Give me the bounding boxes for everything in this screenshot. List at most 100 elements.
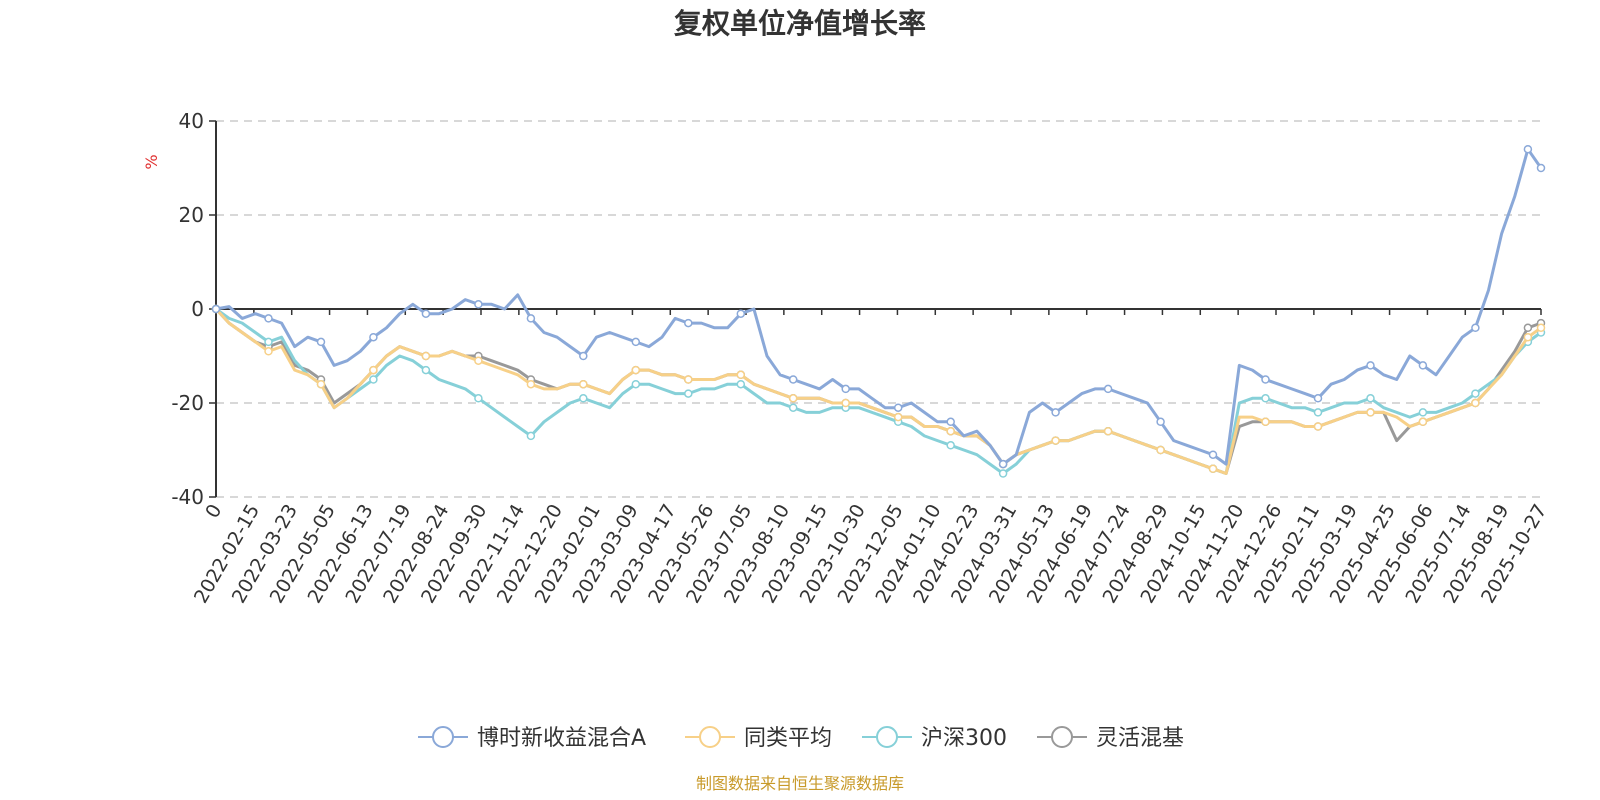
data-point bbox=[631, 337, 641, 347]
data-point bbox=[946, 417, 955, 427]
data-point bbox=[1313, 408, 1323, 417]
data-point bbox=[1366, 408, 1375, 417]
legend-label: 灵活混基 bbox=[1096, 726, 1184, 751]
legend-marker-circle bbox=[876, 726, 898, 748]
y-axis-unit: % bbox=[142, 154, 161, 169]
data-point bbox=[998, 459, 1008, 469]
data-point bbox=[788, 394, 798, 403]
data-point bbox=[1366, 361, 1375, 370]
data-point bbox=[474, 356, 483, 365]
data-point bbox=[1051, 408, 1060, 417]
axes: 40200-20-4002022-02-152022-03-232022-05-… bbox=[171, 109, 1551, 607]
data-point bbox=[1523, 332, 1533, 342]
y-tick-label: -40 bbox=[171, 485, 204, 509]
data-point bbox=[893, 412, 903, 422]
y-tick-label: 40 bbox=[179, 109, 204, 133]
data-point bbox=[1418, 361, 1428, 370]
data-point bbox=[526, 379, 536, 389]
data-point bbox=[1523, 323, 1533, 333]
data-point bbox=[998, 469, 1008, 478]
legend-label: 同类平均 bbox=[744, 726, 832, 751]
data-point bbox=[579, 351, 588, 361]
data-point bbox=[1313, 422, 1323, 431]
data-point bbox=[1103, 426, 1113, 436]
legend-item[interactable]: 同类平均 bbox=[685, 726, 832, 751]
data-point bbox=[1536, 163, 1546, 173]
data-point bbox=[1208, 464, 1218, 474]
data-point bbox=[1523, 144, 1533, 154]
data-point bbox=[1156, 445, 1165, 455]
legend-label: 沪深300 bbox=[921, 726, 1007, 751]
series-line bbox=[214, 307, 1542, 475]
legend-marker-circle bbox=[1051, 726, 1073, 748]
data-point bbox=[684, 375, 693, 384]
series-line bbox=[215, 307, 1542, 475]
series-2 bbox=[211, 304, 1546, 478]
data-point bbox=[736, 379, 746, 389]
series-0 bbox=[211, 144, 1546, 469]
y-tick-label: -20 bbox=[171, 391, 204, 415]
legend-marker-circle bbox=[432, 726, 454, 748]
data-point bbox=[369, 375, 378, 384]
data-point bbox=[421, 351, 431, 361]
data-point bbox=[1103, 384, 1113, 394]
data-point bbox=[736, 370, 746, 380]
data-point bbox=[1418, 417, 1428, 427]
data-point bbox=[1366, 394, 1375, 403]
data-point bbox=[1261, 417, 1270, 427]
data-point bbox=[579, 379, 588, 389]
data-point bbox=[474, 394, 483, 403]
data-point bbox=[893, 403, 903, 412]
data-point bbox=[369, 332, 378, 342]
data-point bbox=[316, 337, 326, 347]
x-tick-label: 0 bbox=[201, 501, 226, 522]
data-point bbox=[316, 379, 326, 389]
data-point bbox=[684, 318, 693, 328]
data-point bbox=[1051, 436, 1060, 445]
data-point bbox=[474, 300, 483, 309]
data-point bbox=[631, 379, 641, 389]
data-point bbox=[1471, 398, 1480, 408]
data-point bbox=[631, 365, 641, 375]
series-3 bbox=[211, 304, 1546, 475]
data-point bbox=[526, 431, 536, 441]
legend: 博时新收益混合A 同类平均 沪深300 灵活混基 bbox=[418, 726, 1184, 751]
data-point bbox=[1261, 375, 1270, 384]
data-point bbox=[1313, 394, 1323, 403]
data-point bbox=[211, 304, 221, 314]
data-point bbox=[1471, 389, 1480, 398]
data-point bbox=[421, 309, 431, 318]
data-point bbox=[264, 347, 273, 356]
data-point bbox=[946, 426, 955, 436]
legend-item[interactable]: 沪深300 bbox=[862, 726, 1007, 751]
data-point bbox=[526, 314, 536, 323]
data-point bbox=[1208, 450, 1218, 459]
series-lines bbox=[211, 144, 1546, 478]
data-point bbox=[1156, 417, 1165, 427]
source-note: 制图数据来自恒生聚源数据库 bbox=[696, 774, 904, 793]
data-point bbox=[579, 394, 588, 403]
legend-marker-circle bbox=[699, 726, 721, 748]
legend-item[interactable]: 灵活混基 bbox=[1037, 726, 1184, 751]
series-line bbox=[214, 307, 1542, 475]
data-point bbox=[1261, 394, 1270, 403]
data-point bbox=[788, 403, 798, 412]
data-point bbox=[264, 314, 273, 323]
data-point bbox=[1471, 323, 1480, 333]
data-point bbox=[369, 365, 378, 375]
data-point bbox=[841, 398, 850, 408]
data-point bbox=[736, 309, 746, 318]
legend-label: 博时新收益混合A bbox=[477, 726, 646, 751]
data-point bbox=[421, 365, 431, 375]
data-point bbox=[1418, 408, 1428, 417]
chart-title: 复权单位净值增长率 bbox=[674, 7, 926, 40]
y-tick-label: 0 bbox=[191, 297, 204, 321]
legend-item[interactable]: 博时新收益混合A bbox=[418, 726, 646, 751]
data-point bbox=[1536, 323, 1546, 333]
data-point bbox=[841, 384, 850, 394]
y-tick-label: 20 bbox=[179, 203, 204, 227]
data-point bbox=[946, 441, 955, 450]
data-point bbox=[684, 389, 693, 398]
data-point bbox=[264, 337, 273, 347]
